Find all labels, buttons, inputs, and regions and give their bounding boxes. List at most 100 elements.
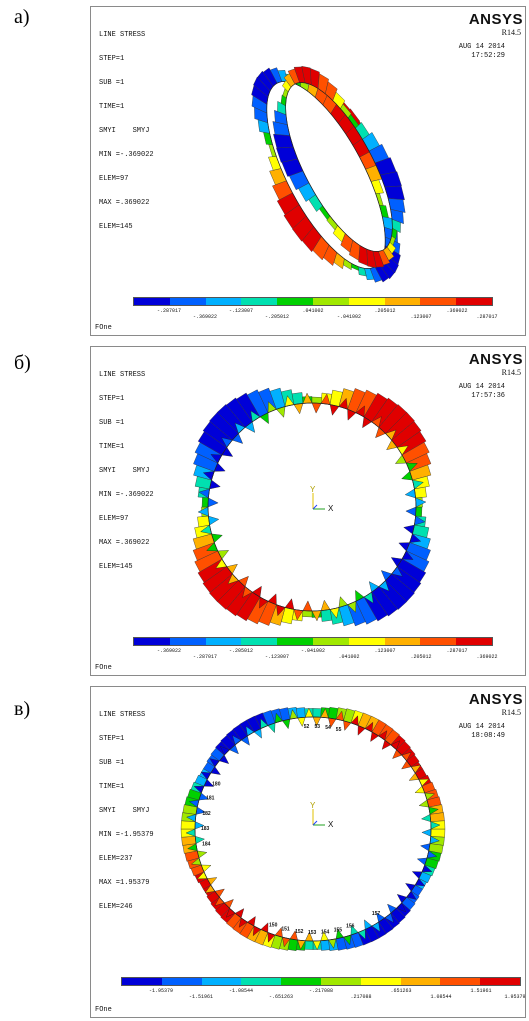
- colorbar-tick-label: -.369022: [192, 314, 218, 320]
- colorbar-tick-label: .287017: [446, 648, 468, 654]
- colorbar-swatch: [169, 298, 206, 305]
- plot-time: 18:08:49: [471, 732, 505, 740]
- plot-time: 17:57:36: [471, 392, 505, 400]
- colorbar-swatch: [420, 638, 457, 645]
- colorbar-swatch: [400, 978, 441, 985]
- node-number: 151: [281, 927, 290, 933]
- colorbar-swatch: [480, 978, 520, 985]
- stress-triangle-marker: [293, 403, 304, 415]
- stress-triangle-marker: [208, 515, 220, 526]
- stress-info-block: LINE STRESS STEP=1 SUB =1 TIME=1 SMYI SM…: [99, 695, 154, 927]
- node-number: 54: [325, 725, 331, 731]
- node-number: 182: [202, 811, 211, 817]
- node-number: 53: [314, 724, 320, 730]
- colorbar-swatch: [201, 978, 242, 985]
- contour-colorbar: [133, 297, 493, 306]
- colorbar-tick-label: 1.51961: [470, 988, 492, 994]
- ansys-logo: ANSYS: [468, 351, 523, 368]
- info-items: SMYI SMYJ: [99, 467, 150, 475]
- colorbar-tick-label: -.287017: [192, 654, 218, 660]
- info-elem-max: ELEM=145: [99, 563, 133, 571]
- colorbar-tick-label: -.369022: [156, 648, 182, 654]
- two-ring-stress-diagram: [251, 65, 406, 283]
- stress-band-element: [201, 497, 209, 508]
- ansys-plot-panel-a: LINE STRESS STEP=1 SUB =1 TIME=1 SMYI SM…: [90, 6, 526, 336]
- stress-band-element: [320, 939, 330, 951]
- colorbar-tick-label: -.217088: [308, 988, 334, 994]
- colorbar-swatch: [384, 298, 421, 305]
- stress-band-element: [268, 144, 277, 157]
- stress-band-element: [366, 248, 377, 269]
- ansys-revision: R14.5: [501, 28, 521, 37]
- stress-plot-canvas: [251, 65, 406, 283]
- info-elem-min: ELEM=97: [99, 515, 129, 523]
- stress-band-element: [384, 185, 405, 201]
- ansys-logo: ANSYS: [468, 691, 523, 708]
- node-number: 184: [202, 842, 211, 848]
- ring-outline: [194, 716, 432, 942]
- colorbar-tick-label: .217088: [350, 994, 372, 1000]
- node-number: 150: [269, 923, 278, 929]
- colorbar-tick-label: -.123007: [264, 654, 290, 660]
- colorbar-swatch: [134, 298, 170, 305]
- stress-triangle-marker: [311, 402, 322, 414]
- colorbar-tick-label: -.205012: [264, 314, 290, 320]
- stress-band-element: [304, 940, 314, 950]
- stress-band-element: [358, 266, 367, 277]
- node-number: 55: [336, 727, 342, 733]
- node-number: 152: [295, 929, 304, 935]
- colorbar-tick-label: -.205012: [228, 648, 254, 654]
- stress-band-element: [320, 609, 333, 622]
- colorbar-tick-label: .287017: [476, 314, 498, 320]
- colorbar-tick-label: -.041002: [300, 648, 326, 654]
- stress-triangle-marker: [302, 600, 313, 612]
- stress-band-element: [181, 836, 197, 846]
- colorbar-tick-label: .041002: [338, 654, 360, 660]
- coordinate-triad: Y X: [310, 801, 334, 829]
- node-number: 181: [206, 796, 215, 802]
- stress-triangle-marker: [421, 828, 432, 837]
- info-title: LINE STRESS: [99, 711, 146, 719]
- colorbar-tick-label: .369022: [446, 308, 468, 314]
- ring-stress-diagram: [192, 387, 432, 627]
- info-max: MAX =.369022: [99, 539, 150, 547]
- stress-info-block: LINE STRESS STEP=1 SUB =1 TIME=1 SMYI SM…: [99, 355, 154, 587]
- footer-label: FOne: [95, 324, 112, 332]
- info-title: LINE STRESS: [99, 31, 146, 39]
- panel-label-b: б): [14, 352, 31, 374]
- triad-y-label: Y: [310, 801, 316, 810]
- colorbar-swatch: [348, 638, 385, 645]
- stress-band-element: [273, 133, 294, 149]
- info-step: STEP=1: [99, 735, 125, 743]
- colorbar-tick-label: 1.08544: [430, 994, 452, 1000]
- ansys-revision: R14.5: [501, 708, 521, 717]
- node-number: 153: [308, 930, 317, 936]
- info-time: TIME=1: [99, 103, 125, 111]
- plot-date: AUG 14 2014: [458, 43, 505, 51]
- colorbar-tick-label: .205012: [410, 654, 432, 660]
- colorbar-swatch: [456, 298, 492, 305]
- info-items: SMYI SMYJ: [99, 807, 150, 815]
- colorbar-tick-label: .651263: [390, 988, 412, 994]
- node-number: 155: [334, 927, 343, 933]
- info-min: MIN =-.369022: [99, 151, 154, 159]
- colorbar-swatch: [277, 638, 313, 645]
- stress-band-element: [291, 392, 304, 405]
- colorbar-swatch: [205, 638, 242, 645]
- stress-band-element: [364, 268, 375, 280]
- plot-date: AUG 14 2014: [458, 383, 505, 391]
- stress-triangle-marker: [420, 843, 431, 852]
- info-min: MIN =-1.95379: [99, 831, 154, 839]
- info-elem-max: ELEM=145: [99, 223, 133, 231]
- node-number: 157: [372, 911, 381, 917]
- plot-date: AUG 14 2014: [458, 723, 505, 731]
- colorbar-swatch: [456, 638, 492, 645]
- colorbar-swatch: [134, 638, 170, 645]
- colorbar-tick-label: -.041002: [336, 314, 362, 320]
- colorbar-swatch: [241, 638, 278, 645]
- colorbar-swatch: [122, 978, 162, 985]
- ansys-logo: ANSYS: [468, 11, 523, 28]
- node-number: 180: [212, 781, 221, 787]
